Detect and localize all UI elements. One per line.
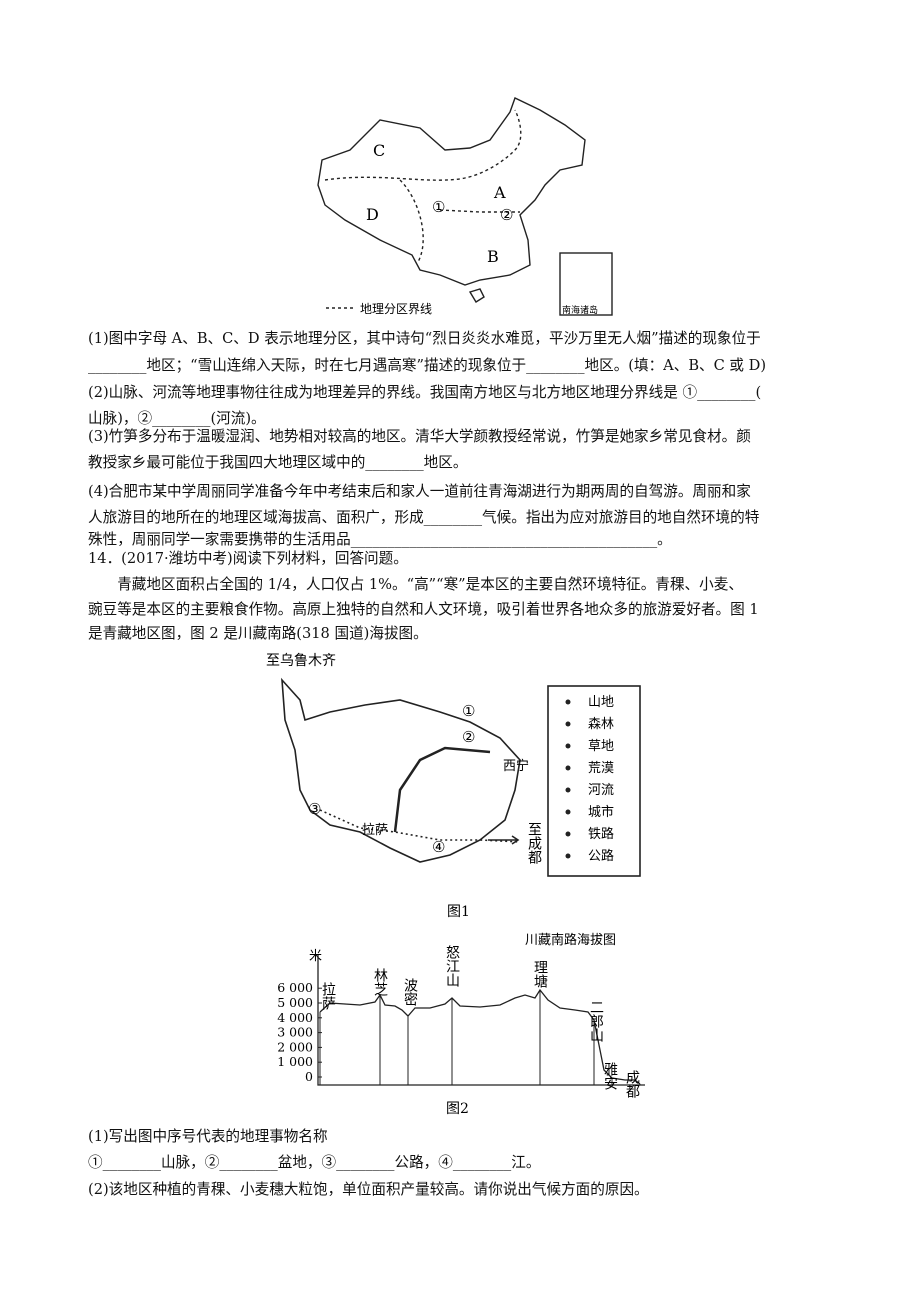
question-line: (3)竹笋多分布于温暖湿润、地势相对较高的地区。清华大学颜教授经常说，竹笋是她家… [88, 428, 751, 445]
question-line: (1)写出图中序号代表的地理事物名称 [88, 1128, 328, 1145]
question-line: (2)该地区种植的青稞、小麦穗大粒饱，单位面积产量较高。请你说出气候方面的原因。 [88, 1181, 649, 1198]
question-line: 山脉)，②________(河流)。 [88, 410, 266, 427]
map-label: ④ [432, 838, 445, 856]
arrow [488, 835, 520, 845]
division-line [439, 209, 520, 213]
y-tick-label: 1 000 [277, 1054, 313, 1069]
question-line: ①________山脉，②________盆地，③________公路，④___… [88, 1154, 541, 1171]
y-tick-label: 2 000 [277, 1039, 313, 1054]
legend-symbol [565, 787, 571, 793]
y-tick-label: 3 000 [277, 1025, 313, 1040]
place-label: 理塘 [532, 960, 548, 988]
place-label: 怒江山 [444, 945, 460, 987]
legend-label: 草地 [588, 739, 614, 754]
legend-symbol [565, 809, 571, 815]
map-label: C [373, 141, 385, 160]
map-label: ① [432, 198, 445, 216]
legend-symbol [565, 853, 571, 859]
question-line: 殊性，周丽同学一家需要携带的生活用品______________________… [88, 531, 672, 548]
legend-symbol [565, 743, 571, 749]
legend-label: 荒漠 [588, 761, 614, 776]
place-label: 林芝 [372, 968, 388, 997]
china-map [317, 97, 613, 316]
y-tick-label: 5 000 [277, 995, 313, 1010]
legend-label: 河流 [588, 783, 614, 798]
figure-caption: 图2 [446, 1101, 469, 1117]
place-label: 成都 [624, 1070, 640, 1098]
question-line: (4)合肥市某中学周丽同学准备今年中考结束后和家人一道前往青海湖进行为期两周的自… [88, 483, 751, 500]
unit-label: 米 [309, 949, 322, 964]
place-label: 雅安 [602, 1062, 618, 1090]
profile [317, 955, 645, 1086]
place-label: 二郎山 [588, 1000, 604, 1042]
china-outline [317, 97, 586, 286]
y-tick-label: 6 000 [277, 980, 313, 995]
legend-label: 铁路 [588, 826, 614, 842]
hainan [468, 288, 485, 303]
division-line [399, 179, 424, 263]
figure-caption: 图1 [447, 904, 470, 920]
map-label: A [493, 183, 506, 202]
map-label: ③ [308, 800, 321, 818]
question-line: (2)山脉、河流等地理事物往往成为地理差异的界线。我国南方地区与北方地区地理分界… [88, 384, 762, 401]
tibet-map [281, 677, 641, 877]
division-line [324, 109, 522, 181]
y-tick-label: 0 [305, 1069, 313, 1084]
inset-box [559, 252, 613, 316]
legend-symbol [565, 721, 571, 727]
y-tick-label: 4 000 [277, 1010, 313, 1025]
question-header: 14．(2017·潍坊中考)阅读下列材料，回答问题。 [88, 550, 408, 567]
map-label: D [366, 205, 379, 224]
legend-symbol [565, 699, 571, 705]
map-label: 拉萨 [362, 823, 388, 838]
profile-line [319, 988, 641, 1085]
passage-line: 是青藏地区图，图 2 是川藏南路(318 国道)海拔图。 [88, 625, 428, 642]
place-label: 拉萨 [320, 982, 336, 1010]
passage-line: 豌豆等是本区的主要粮食作物。高原上独特的自然和人文环境，吸引着世界各地众多的旅游… [88, 601, 759, 618]
place-label: 波密 [402, 978, 418, 1006]
question-line: (1)图中字母 A、B、C、D 表示地理分区，其中诗句“烈日炎炎水难觅，平沙万里… [88, 330, 761, 347]
map-label: ① [462, 702, 475, 720]
inset-label: 南海诸岛 [562, 304, 598, 316]
profile-title: 川藏南路海拔图 [525, 932, 616, 948]
legend-label: 山地 [588, 695, 614, 710]
map-label: 西宁 [503, 758, 529, 774]
legend-symbol [565, 831, 571, 837]
question-line: 教授家乡最可能位于我国四大地理区域中的________地区。 [88, 454, 468, 471]
map-label: 至成都 [526, 822, 542, 864]
legend-label: 森林 [588, 717, 614, 732]
axis-frame [317, 955, 645, 1086]
question-line: ________地区；“雪山连绵入天际，时在七月遇高寒”描述的现象位于_____… [88, 357, 767, 374]
question-line: 人旅游目的地所在的地理区域海拔高、面积广，形成________气候。指出为应对旅… [88, 509, 760, 526]
legend-symbol [565, 765, 571, 771]
legend-label: 公路 [588, 848, 614, 864]
map-label: ② [500, 206, 513, 224]
map-label: B [487, 247, 499, 266]
legend-label: 地理分区界线 [360, 302, 432, 316]
place-lines [319, 990, 641, 1085]
passage-line: 青藏地区面积占全国的 1/4，人口仅占 1%。“高”“寒”是本区的主要自然环境特… [88, 576, 743, 593]
legend-label: 城市 [588, 804, 614, 820]
road [319, 809, 521, 843]
map-label: ② [462, 728, 475, 746]
region-outline [281, 677, 521, 863]
map-label: 至乌鲁木齐 [266, 653, 336, 669]
legend-box [547, 685, 641, 877]
railway [393, 746, 491, 833]
